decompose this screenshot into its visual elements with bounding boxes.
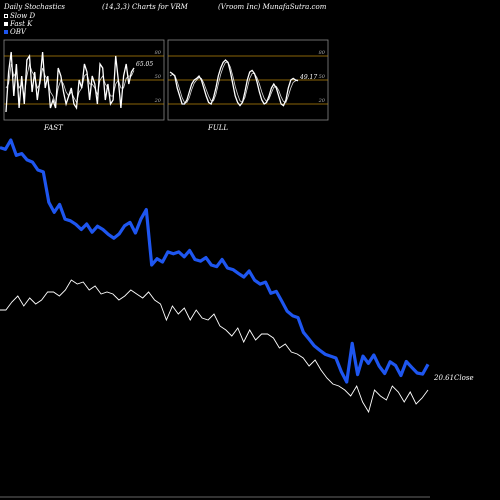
legend-label: Fast K [10, 20, 33, 28]
fast-panel-title: FAST [43, 124, 64, 132]
fast-tick-label: 80 [155, 50, 162, 56]
full-panel-title: FULL [207, 124, 228, 132]
full-tick-label: 20 [318, 98, 326, 104]
obv-line [0, 138, 430, 384]
legend-swatch [4, 30, 8, 34]
close-line [0, 279, 429, 414]
full-series-0 [169, 59, 299, 107]
fast-series-1 [5, 62, 135, 105]
legend-label: Slow D [10, 12, 36, 20]
fast-tick-label: 50 [155, 74, 162, 80]
fast-last-value: 65.05 [136, 61, 153, 68]
legend-item-slow-d: Slow D [4, 12, 35, 20]
fast-series-0 [5, 51, 135, 113]
legend-swatch [4, 22, 8, 26]
full-last-value: 49.17 [299, 74, 317, 81]
legend-item-fast-k: Fast K [4, 20, 35, 28]
header-site: (Vroom Inc) MunafaSutra.com [218, 3, 327, 11]
header-subtitle: (14,3,3) Charts for VRM [102, 3, 188, 11]
full-tick-label: 50 [319, 74, 326, 80]
fast-tick-label: 20 [154, 98, 162, 104]
legend-item-obv: OBV [4, 28, 35, 36]
legend: Slow D Fast K OBV [4, 12, 35, 36]
full-tick-label: 80 [319, 50, 326, 56]
legend-label: OBV [10, 28, 26, 36]
header-title: Daily Stochastics [4, 3, 66, 11]
full-series-1 [169, 62, 299, 103]
legend-swatch [4, 14, 8, 18]
close-last-label: 20.61Close [433, 374, 474, 382]
